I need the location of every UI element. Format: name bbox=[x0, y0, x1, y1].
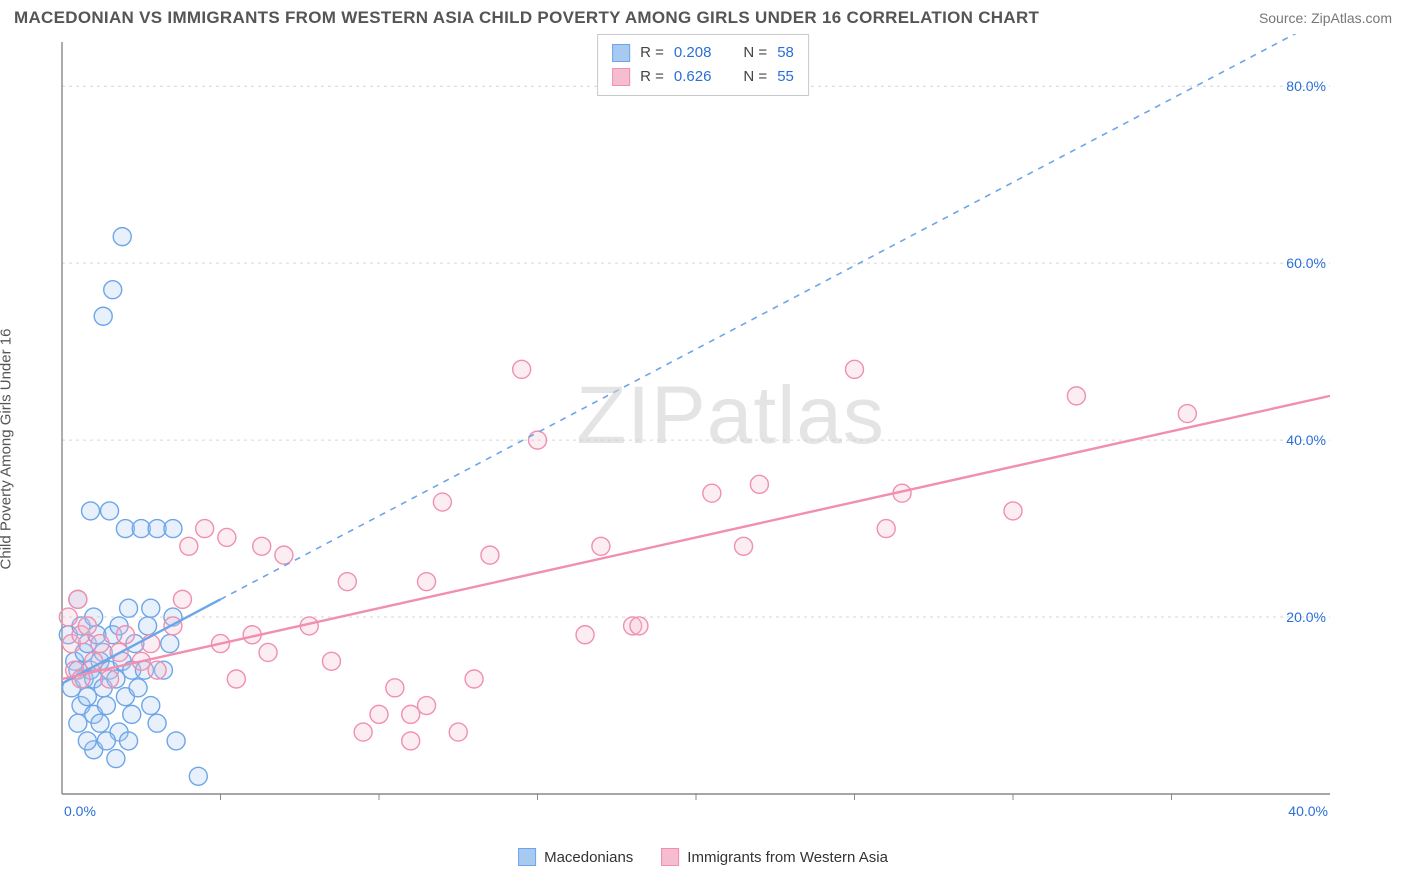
n-label: N = bbox=[743, 41, 767, 65]
legend-label: Macedonians bbox=[544, 849, 633, 866]
legend-label: Immigrants from Western Asia bbox=[687, 849, 888, 866]
y-axis-label: Child Poverty Among Girls Under 16 bbox=[0, 329, 15, 570]
n-value: 58 bbox=[777, 41, 794, 65]
swatch-icon bbox=[612, 44, 630, 62]
svg-text:60.0%: 60.0% bbox=[1286, 255, 1326, 271]
svg-text:40.0%: 40.0% bbox=[1286, 432, 1326, 448]
svg-text:80.0%: 80.0% bbox=[1286, 78, 1326, 94]
correlation-scatter-chart: 20.0% 40.0% 60.0% 80.0% 0.0% 40.0% bbox=[14, 34, 1344, 824]
swatch-icon bbox=[518, 848, 536, 866]
r-label: R = bbox=[640, 41, 664, 65]
r-value: 0.208 bbox=[674, 41, 712, 65]
chart-title: MACEDONIAN VS IMMIGRANTS FROM WESTERN AS… bbox=[14, 8, 1039, 28]
swatch-icon bbox=[661, 848, 679, 866]
n-label: N = bbox=[743, 65, 767, 89]
n-value: 55 bbox=[777, 65, 794, 89]
series-legend: Macedonians Immigrants from Western Asia bbox=[518, 848, 888, 866]
r-label: R = bbox=[640, 65, 664, 89]
source-label: Source: ZipAtlas.com bbox=[1259, 10, 1392, 26]
stats-legend: R = 0.208 N = 58 R = 0.626 N = 55 bbox=[597, 34, 809, 96]
svg-text:20.0%: 20.0% bbox=[1286, 609, 1326, 625]
svg-text:0.0%: 0.0% bbox=[64, 803, 96, 819]
stats-row: R = 0.208 N = 58 bbox=[612, 41, 794, 65]
swatch-icon bbox=[612, 68, 630, 86]
r-value: 0.626 bbox=[674, 65, 712, 89]
svg-text:40.0%: 40.0% bbox=[1288, 803, 1328, 819]
chart-container: Child Poverty Among Girls Under 16 20.0%… bbox=[14, 34, 1392, 864]
legend-item: Immigrants from Western Asia bbox=[661, 848, 888, 866]
stats-row: R = 0.626 N = 55 bbox=[612, 65, 794, 89]
legend-item: Macedonians bbox=[518, 848, 633, 866]
title-bar: MACEDONIAN VS IMMIGRANTS FROM WESTERN AS… bbox=[0, 0, 1406, 32]
